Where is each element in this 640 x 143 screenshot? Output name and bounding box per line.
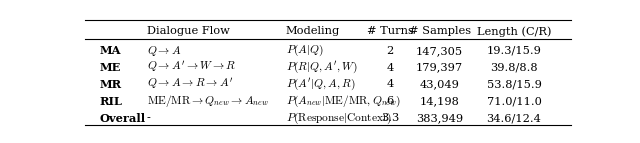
Text: $P(A'|Q, A, R)$: $P(A'|Q, A, R)$ — [286, 77, 355, 92]
Text: $P(R|Q, A', W)$: $P(R|Q, A', W)$ — [286, 60, 358, 75]
Text: 53.8/15.9: 53.8/15.9 — [486, 80, 541, 89]
Text: 147,305: 147,305 — [416, 46, 463, 56]
Text: 3.3: 3.3 — [381, 113, 399, 123]
Text: 383,949: 383,949 — [416, 113, 463, 123]
Text: 14,198: 14,198 — [420, 96, 460, 106]
Text: Dialogue Flow: Dialogue Flow — [147, 26, 230, 36]
Text: $Q \rightarrow A' \rightarrow W \rightarrow R$: $Q \rightarrow A' \rightarrow W \rightar… — [147, 60, 236, 75]
Text: $Q \rightarrow A$: $Q \rightarrow A$ — [147, 44, 182, 58]
Text: 179,397: 179,397 — [416, 63, 463, 73]
Text: 34.6/12.4: 34.6/12.4 — [486, 113, 541, 123]
Text: 4: 4 — [387, 63, 394, 73]
Text: $Q \rightarrow A \rightarrow R \rightarrow A'$: $Q \rightarrow A \rightarrow R \rightarr… — [147, 77, 233, 92]
Text: MA: MA — [100, 45, 122, 56]
Text: Length (C/R): Length (C/R) — [477, 26, 551, 37]
Text: 6: 6 — [387, 96, 394, 106]
Text: $P(\mathrm{Response}|\mathrm{Context})$: $P(\mathrm{Response}|\mathrm{Context})$ — [286, 110, 392, 126]
Text: MR: MR — [100, 79, 122, 90]
Text: -: - — [147, 113, 151, 123]
Text: $\mathrm{ME/MR} \rightarrow Q_{new} \rightarrow A_{new}$: $\mathrm{ME/MR} \rightarrow Q_{new} \rig… — [147, 93, 269, 109]
Text: 19.3/15.9: 19.3/15.9 — [486, 46, 541, 56]
Text: 43,049: 43,049 — [420, 80, 460, 89]
Text: $P(A|Q)$: $P(A|Q)$ — [286, 43, 324, 58]
Text: 4: 4 — [387, 80, 394, 89]
Text: # Samples: # Samples — [408, 26, 470, 36]
Text: RIL: RIL — [100, 96, 123, 107]
Text: 2: 2 — [387, 46, 394, 56]
Text: # Turns: # Turns — [367, 26, 413, 36]
Text: 39.8/8.8: 39.8/8.8 — [490, 63, 538, 73]
Text: Overall: Overall — [100, 113, 146, 124]
Text: ME: ME — [100, 62, 121, 73]
Text: $P(A_{new}|\mathrm{ME/MR}, Q_{new})$: $P(A_{new}|\mathrm{ME/MR}, Q_{new})$ — [286, 94, 401, 109]
Text: 71.0/11.0: 71.0/11.0 — [486, 96, 541, 106]
Text: Modeling: Modeling — [286, 26, 340, 36]
